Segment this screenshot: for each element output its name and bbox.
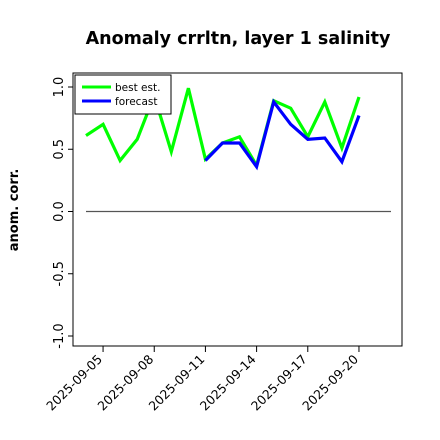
legend-box — [74, 74, 172, 115]
y-tick-label: -1.0 — [52, 323, 67, 348]
y-tick-label: -0.5 — [52, 261, 67, 286]
legend-label-forecast: forecast — [115, 96, 157, 108]
y-axis-ticks: -1.0 -0.5 0.0 0.5 1.0 — [52, 77, 73, 349]
y-tick-label: 1.0 — [52, 77, 67, 98]
legend: best est. forecast — [74, 74, 172, 115]
chart-title: Anomaly crrltn, layer 1 salinity — [86, 29, 391, 49]
legend-label-best-est: best est. — [115, 82, 160, 94]
x-axis-ticks: 2025-09-052025-09-082025-09-112025-09-14… — [43, 346, 361, 413]
series-line-forecast — [204, 98, 361, 171]
series-layer — [85, 87, 361, 171]
y-axis-label: anom. corr. — [7, 169, 22, 252]
plot-area-frame — [72, 72, 403, 347]
y-tick-label: 0.0 — [52, 201, 67, 222]
y-tick-label: 0.5 — [52, 139, 67, 160]
